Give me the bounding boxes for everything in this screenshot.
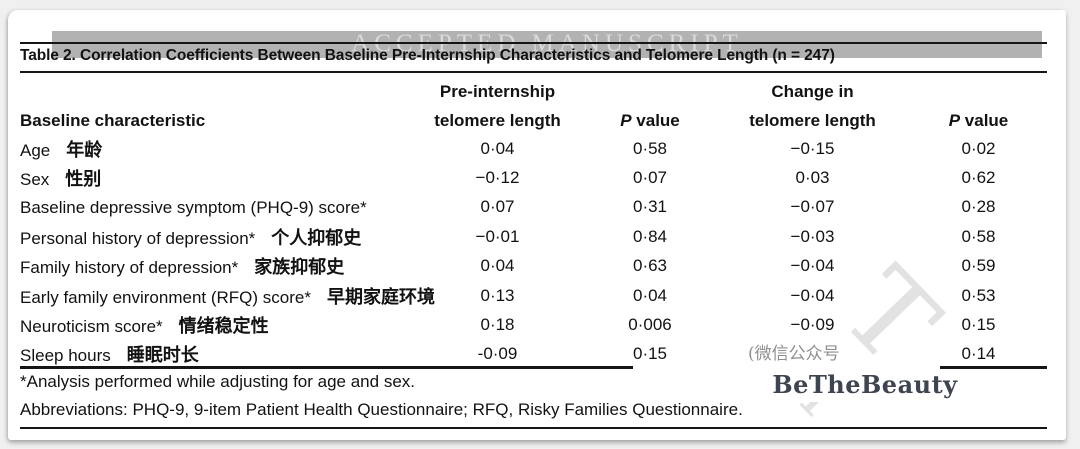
row-label-zh: 性别 (65, 169, 102, 190)
table-row-neuroticism: Neuroticism score* 情绪稳定性 0·18 0·006 −0·09… (20, 310, 1047, 339)
col-header-change-line1: Change in (771, 81, 854, 101)
cell-pre: 0·07 (480, 197, 515, 217)
row-label-zh: 个人抑郁史 (271, 227, 362, 248)
cell-p1: 0·04 (632, 285, 668, 305)
cell-change: −0·07 (790, 197, 835, 217)
table-title: Table 2. Correlation Coefficients Betwee… (20, 47, 835, 64)
cell-p1: 0·84 (632, 226, 668, 246)
cell-pre: 0·18 (480, 315, 515, 335)
row-label: Personal history of depression* (20, 228, 256, 248)
cell-p2: 0·59 (961, 256, 996, 276)
row-label: Age (20, 140, 51, 160)
row-label: Sleep hours (20, 346, 111, 366)
footnote-analysis: *Analysis performed while adjusting for … (20, 372, 415, 391)
cell-pre: −0·12 (475, 168, 520, 188)
cell-p2: 0·53 (961, 285, 996, 305)
rule-below-data-left (20, 366, 633, 369)
cell-change: −0·04 (790, 256, 835, 276)
cell-change: −0·15 (790, 138, 835, 158)
row-label: Baseline depressive symptom (PHQ-9) scor… (20, 197, 367, 217)
cell-p2: 0·02 (961, 138, 996, 158)
row-label: Early family environment (RFQ) score* (20, 287, 311, 307)
row-label-zh: 情绪稳定性 (178, 316, 269, 337)
table-row-phq9: Baseline depressive symptom (PHQ-9) scor… (20, 193, 1047, 222)
cell-change: −0·04 (790, 285, 835, 305)
row-label-zh: 睡眠时长 (126, 345, 199, 366)
row-label: Neuroticism score* (20, 317, 163, 337)
cell-pre: −0·01 (475, 226, 520, 246)
col-header-characteristic: Baseline characteristic (20, 110, 206, 130)
table-row-early-family-env: Early family environment (RFQ) score* 早期家… (20, 281, 1047, 310)
cell-p1: 0·31 (632, 197, 668, 217)
correlation-table: Pre-internship Change in Baseline charac… (20, 76, 1047, 369)
rule-below-data-right (940, 366, 1047, 369)
cell-p1: 0·07 (632, 168, 668, 188)
table-row-sex: Sex 性别 −0·12 0·07 0·03 0·62 (20, 163, 1047, 192)
col-header-pre-internship-line1: Pre-internship (439, 81, 556, 101)
rule-below-title (20, 71, 1047, 73)
table-row-family-history: Family history of depression* 家族抑郁史 0·04 … (20, 252, 1047, 281)
cell-p2: 0·15 (961, 315, 996, 335)
col-header-p-value-1: P value (620, 110, 680, 130)
cell-p2: 0·58 (961, 226, 996, 246)
row-label-zh: 早期家庭环境 (326, 286, 435, 307)
col-header-p-value-2: P value (948, 110, 1009, 130)
cell-p1: 0·58 (632, 138, 668, 158)
rule-top (20, 42, 1047, 44)
table-row-personal-history: Personal history of depression* 个人抑郁史 −0·… (20, 222, 1047, 251)
cell-p1: 0·15 (632, 344, 668, 364)
accepted-manuscript-band (52, 31, 1042, 58)
footnote-abbreviations: Abbreviations: PHQ-9, 9-item Patient Hea… (20, 400, 743, 419)
col-header-change-line2: telomere length (749, 110, 876, 130)
cell-change: −0·09 (790, 315, 835, 335)
table-row-age: Age 年龄 0·04 0·58 −0·15 0·02 (20, 134, 1047, 163)
bethebeauty-watermark: BeTheBeauty (772, 370, 958, 399)
cell-p2: 0·28 (961, 197, 996, 217)
col-header-pre-internship-line2: telomere length (434, 110, 561, 130)
row-label-zh: 年龄 (66, 139, 103, 160)
cell-p1: 0·006 (628, 315, 672, 335)
cell-change: 0·03 (795, 168, 830, 188)
cell-p2: 0·14 (961, 344, 996, 364)
header-row-main: Baseline characteristic telomere length … (20, 102, 1047, 134)
header-row-group: Pre-internship Change in (20, 76, 1047, 102)
brand-watermark-patch (633, 365, 940, 402)
cell-pre: -0·09 (477, 344, 518, 364)
cell-p2: 0·62 (961, 168, 996, 188)
wechat-watermark: (微信公众号 (748, 344, 840, 364)
cell-pre: 0·04 (480, 256, 515, 276)
cell-change: −0·03 (790, 226, 835, 246)
rule-bottom (20, 427, 1047, 429)
row-label: Family history of depression* (20, 258, 239, 278)
row-label-zh: 家族抑郁史 (254, 257, 345, 278)
cell-pre: 0·04 (480, 138, 515, 158)
row-label: Sex (20, 170, 50, 190)
cell-p1: 0·63 (632, 256, 668, 276)
cell-pre: 0·13 (480, 285, 515, 305)
table-row-sleep-hours: Sleep hours 睡眠时长 -0·09 0·15 0·14 (20, 340, 1047, 369)
